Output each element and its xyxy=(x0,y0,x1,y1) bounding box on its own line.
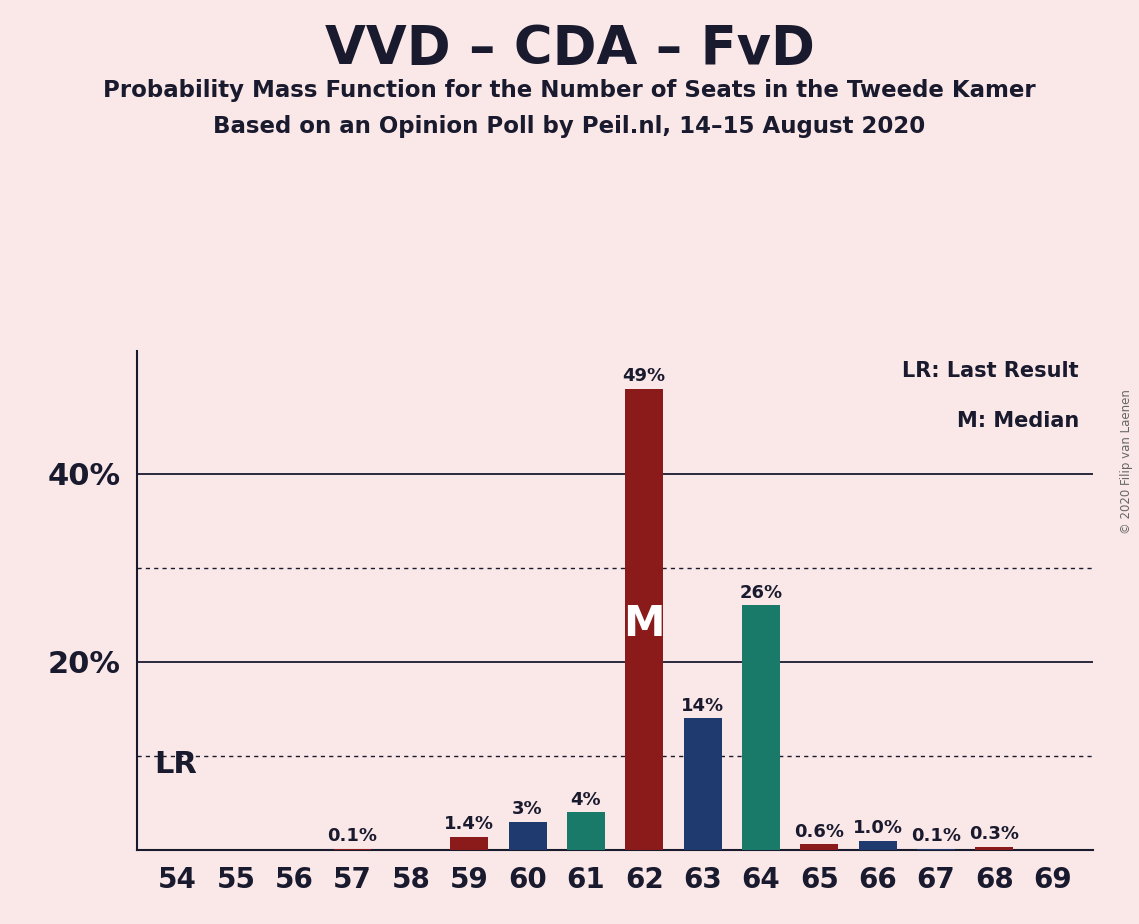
Bar xyxy=(801,845,838,850)
Bar xyxy=(334,849,371,850)
Bar xyxy=(450,837,489,850)
Text: M: M xyxy=(623,603,665,645)
Text: LR: Last Result: LR: Last Result xyxy=(902,361,1079,381)
Bar xyxy=(741,605,780,850)
Text: © 2020 Filip van Laenen: © 2020 Filip van Laenen xyxy=(1121,390,1133,534)
Text: 0.1%: 0.1% xyxy=(911,827,961,845)
Text: 1.0%: 1.0% xyxy=(853,819,902,837)
Text: 3%: 3% xyxy=(513,800,543,818)
Text: 4%: 4% xyxy=(571,791,601,808)
Bar xyxy=(917,849,954,850)
Text: M: Median: M: Median xyxy=(957,411,1079,431)
Text: 0.1%: 0.1% xyxy=(328,827,377,845)
Bar xyxy=(859,841,896,850)
Bar xyxy=(625,389,663,850)
Text: VVD – CDA – FvD: VVD – CDA – FvD xyxy=(325,23,814,75)
Text: 0.3%: 0.3% xyxy=(969,825,1019,844)
Text: 1.4%: 1.4% xyxy=(444,815,494,833)
Text: Probability Mass Function for the Number of Seats in the Tweede Kamer: Probability Mass Function for the Number… xyxy=(104,79,1035,102)
Bar xyxy=(509,821,547,850)
Text: 0.6%: 0.6% xyxy=(794,822,844,841)
Text: LR: LR xyxy=(154,750,197,780)
Bar xyxy=(975,847,1014,850)
Bar xyxy=(683,718,721,850)
Text: 14%: 14% xyxy=(681,697,724,714)
Bar xyxy=(567,812,605,850)
Text: 26%: 26% xyxy=(739,584,782,602)
Text: Based on an Opinion Poll by Peil.nl, 14–15 August 2020: Based on an Opinion Poll by Peil.nl, 14–… xyxy=(213,116,926,139)
Text: 49%: 49% xyxy=(623,367,666,385)
